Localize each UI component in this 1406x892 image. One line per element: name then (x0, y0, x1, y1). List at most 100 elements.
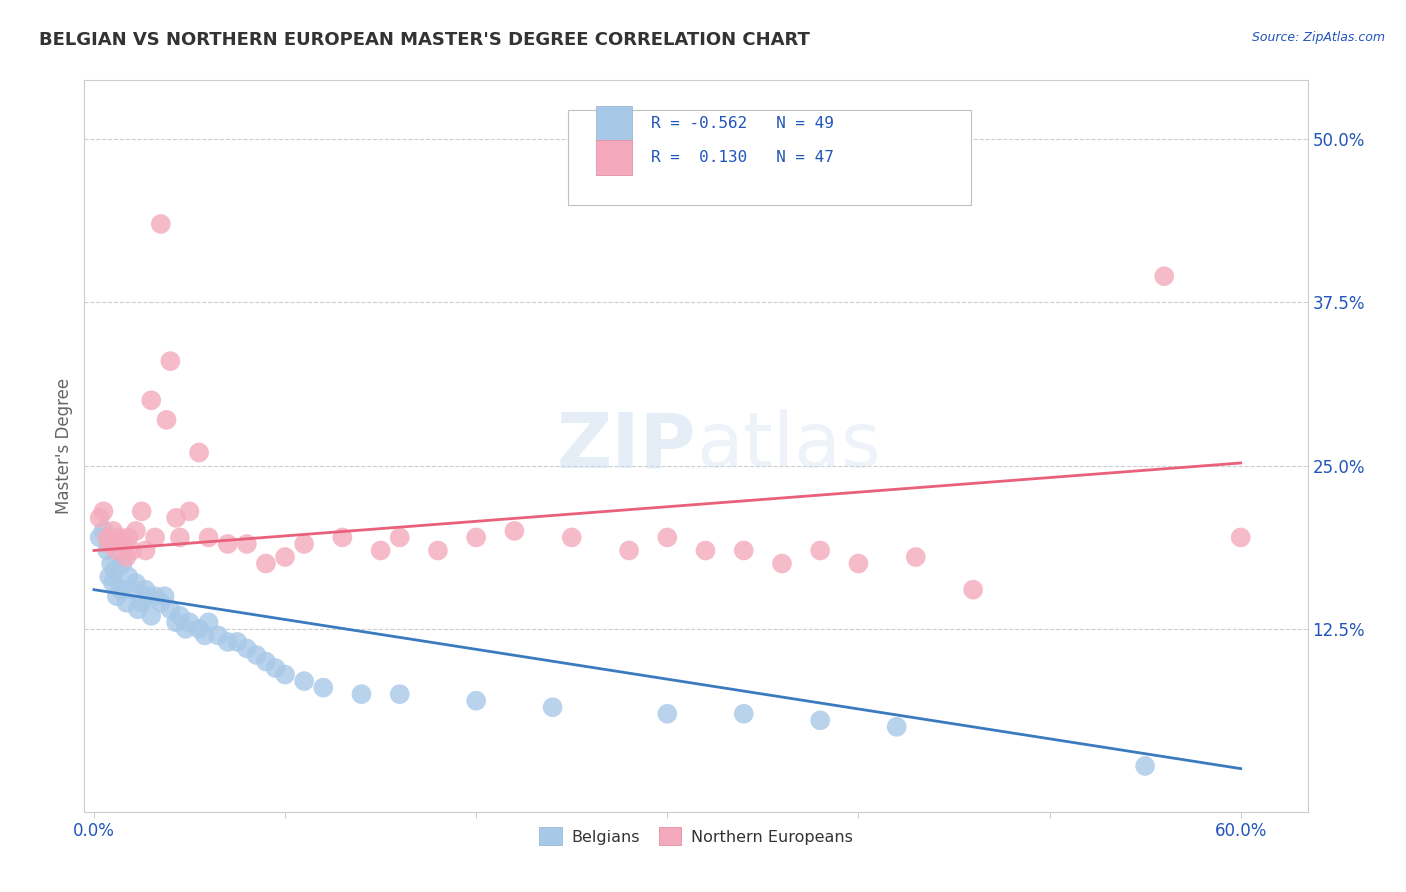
Point (110, 582, 132, 597)
Point (388, 687, 411, 701)
Point (136, 589, 159, 603)
Point (388, 530, 411, 544)
Point (808, 543, 831, 558)
Point (274, 549, 297, 564)
Point (370, 543, 392, 558)
Point (194, 628, 217, 642)
Point (143, 589, 166, 603)
Point (617, 543, 640, 558)
Point (105, 543, 128, 558)
Point (848, 557, 870, 571)
Point (127, 602, 149, 616)
Point (426, 543, 449, 558)
Point (96, 530, 118, 544)
Point (169, 608, 191, 623)
Point (465, 530, 488, 544)
FancyBboxPatch shape (568, 110, 972, 204)
Point (104, 563, 127, 577)
Point (159, 354, 181, 368)
Point (165, 511, 187, 525)
Point (121, 582, 143, 597)
Point (115, 596, 138, 610)
Point (264, 661, 287, 675)
Point (169, 530, 191, 544)
Point (733, 543, 755, 558)
Point (657, 530, 679, 544)
Point (159, 602, 181, 616)
Text: BELGIAN VS NORTHERN EUROPEAN MASTER'S DEGREE CORRELATION CHART: BELGIAN VS NORTHERN EUROPEAN MASTER'S DE… (39, 31, 810, 49)
Point (350, 687, 373, 701)
Y-axis label: Master's Degree: Master's Degree (55, 378, 73, 514)
Point (131, 504, 153, 518)
Text: Source: ZipAtlas.com: Source: ZipAtlas.com (1251, 31, 1385, 45)
Point (312, 681, 335, 695)
Point (174, 622, 197, 636)
Legend: Belgians, Northern Europeans: Belgians, Northern Europeans (533, 822, 859, 851)
Point (188, 445, 211, 459)
Point (179, 615, 201, 630)
Point (135, 582, 157, 597)
Text: atlas: atlas (696, 409, 880, 483)
Point (141, 393, 163, 408)
Point (197, 615, 219, 630)
Point (254, 655, 277, 669)
Text: R =  0.130   N = 47: R = 0.130 N = 47 (651, 151, 834, 165)
Point (111, 537, 134, 551)
Point (143, 530, 166, 544)
Point (217, 537, 239, 551)
Point (197, 530, 219, 544)
Text: R = -0.562   N = 49: R = -0.562 N = 49 (651, 116, 834, 131)
Point (121, 543, 143, 558)
Point (105, 589, 128, 603)
Point (101, 576, 124, 591)
Point (125, 576, 148, 591)
Point (149, 217, 172, 231)
Text: ZIP: ZIP (557, 409, 696, 483)
Point (149, 596, 172, 610)
Point (808, 714, 831, 728)
Point (117, 569, 139, 583)
Point (561, 530, 583, 544)
Point (1229, 530, 1251, 544)
Point (226, 635, 249, 649)
Point (131, 596, 153, 610)
Point (111, 557, 134, 571)
Point (695, 543, 717, 558)
Point (96, 543, 118, 558)
Point (100, 557, 122, 571)
Point (465, 694, 488, 708)
Point (292, 537, 315, 551)
Point (141, 608, 163, 623)
Point (904, 549, 927, 564)
Point (657, 706, 679, 721)
FancyBboxPatch shape (596, 106, 633, 141)
Point (236, 537, 259, 551)
Point (245, 648, 267, 662)
Point (117, 530, 139, 544)
Point (179, 504, 201, 518)
Point (98, 569, 121, 583)
Point (89, 511, 111, 525)
Point (292, 674, 315, 689)
Point (89, 530, 111, 544)
Point (93, 504, 115, 518)
Point (503, 524, 526, 538)
Point (93, 524, 115, 538)
Point (254, 557, 277, 571)
Point (188, 622, 211, 636)
Point (101, 524, 124, 538)
Point (98, 537, 121, 551)
Point (541, 700, 564, 714)
Point (236, 641, 259, 656)
Point (1153, 269, 1175, 284)
Point (107, 530, 129, 544)
Point (1133, 759, 1156, 773)
Point (332, 530, 354, 544)
Point (135, 543, 157, 558)
Point (962, 582, 984, 597)
FancyBboxPatch shape (596, 140, 633, 176)
Point (155, 413, 177, 427)
Point (115, 549, 138, 564)
Point (153, 589, 176, 603)
Point (125, 524, 148, 538)
